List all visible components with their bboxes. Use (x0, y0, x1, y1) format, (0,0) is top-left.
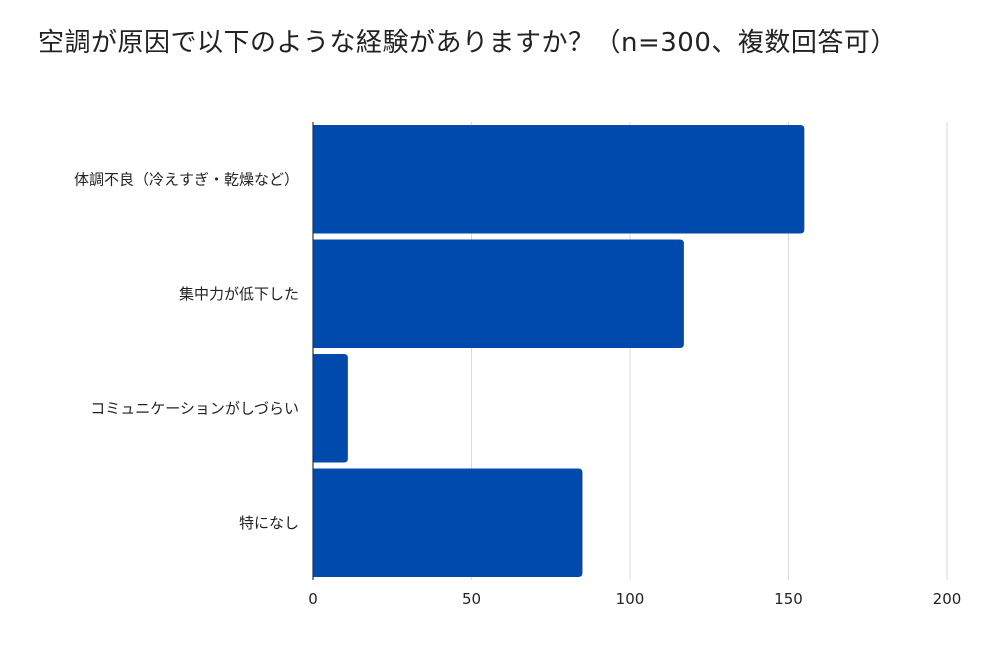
x-tick-label-200: 200 (933, 590, 962, 608)
bar-0 (313, 125, 805, 234)
bar-2 (313, 354, 348, 463)
x-tick-label-100: 100 (616, 590, 645, 608)
bar-3 (313, 468, 583, 577)
chart-title: 空調が原因で以下のような経験がありますか？（n=300、複数回答可） (38, 28, 897, 58)
category-label-3: 特になし (239, 514, 299, 532)
x-tick-label-0: 0 (308, 590, 318, 608)
x-tick-label-150: 150 (774, 590, 803, 608)
bar-1 (313, 239, 684, 348)
category-label-2: コミュニケーションがしづらい (90, 399, 299, 417)
category-label-1: 集中力が低下した (179, 285, 299, 303)
x-tick-label-50: 50 (462, 590, 481, 608)
category-label-0: 体調不良（冷えすぎ・乾燥など） (74, 170, 299, 188)
